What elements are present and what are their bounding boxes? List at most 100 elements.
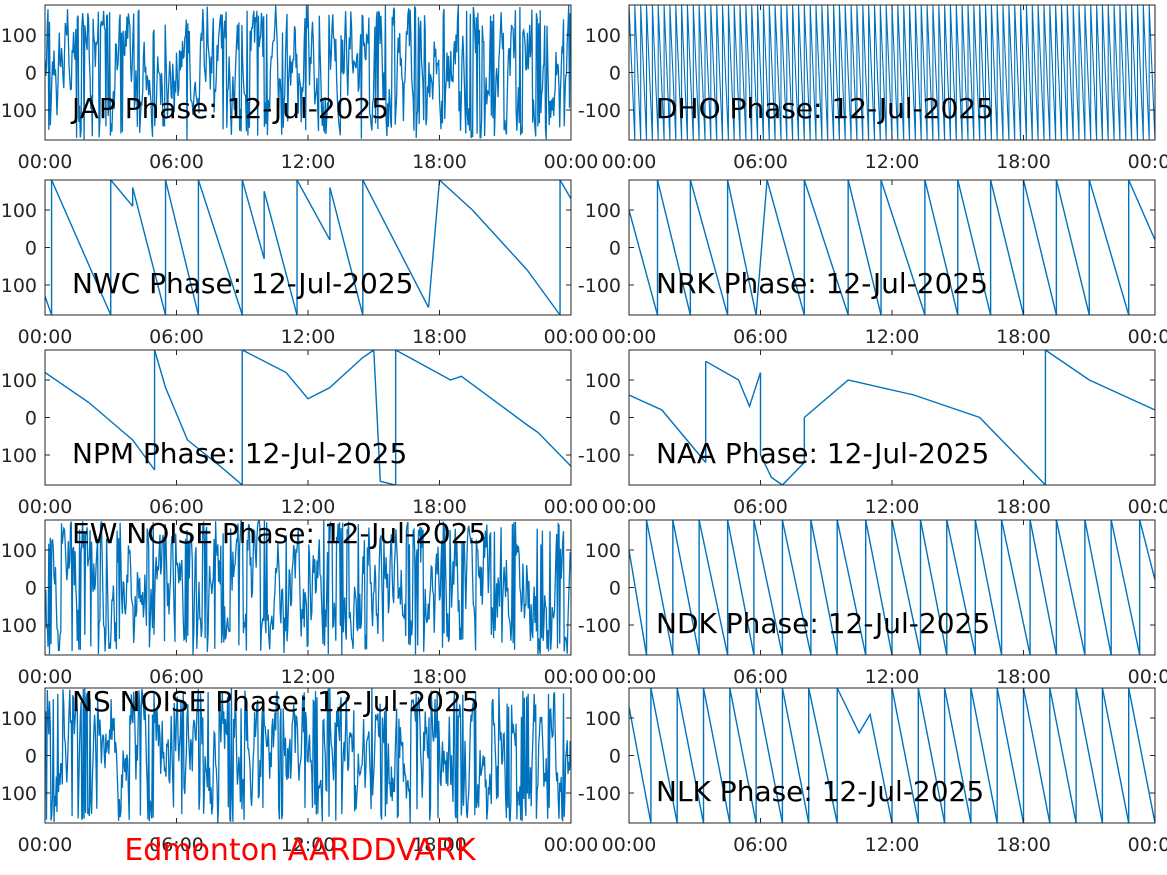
phase-segment — [1101, 688, 1130, 823]
phase-segment — [110, 180, 134, 207]
x-tick-label: 00:00 — [544, 496, 599, 518]
phase-segment — [1000, 520, 1031, 655]
x-tick-label: 00:00 — [18, 666, 73, 688]
y-tick-label: 0 — [25, 578, 37, 600]
x-tick-label: 00:00 — [1128, 496, 1167, 518]
phase-panel-4: -100 0 100 00:00 06:00 12:00 18:00 00:00 NRK Pha… — [578, 179, 1167, 348]
phase-panel-1: -100 0 100 00:00 06:00 12:00 18:00 00:00 JAP Pha… — [0, 4, 598, 173]
y-tick-label: 100 — [585, 200, 621, 222]
x-tick-label: 06:00 — [733, 151, 788, 173]
phase-segment — [629, 706, 652, 823]
x-tick-label: 00:00 — [544, 326, 599, 348]
phase-segment — [629, 549, 648, 655]
phase-segment — [362, 180, 430, 308]
x-tick-label: 12:00 — [865, 496, 920, 518]
x-tick-label: 00:00 — [544, 834, 599, 856]
phase-segment — [1045, 350, 1155, 411]
phase-segment — [45, 296, 53, 315]
phase-segment — [698, 520, 729, 655]
y-tick-label: -100 — [578, 615, 621, 637]
phase-segment — [241, 350, 375, 400]
phase-segment — [766, 180, 805, 315]
phase-segment — [471, 209, 528, 271]
x-tick-label: 06:00 — [733, 834, 788, 856]
phase-segment — [689, 180, 729, 315]
phase-segment — [1029, 520, 1058, 655]
phase-trace-group — [45, 688, 571, 823]
x-tick-label: 06:00 — [149, 151, 204, 173]
panel-title: NDK Phase: 12-Jul-2025 — [656, 607, 990, 640]
phase-segment — [1084, 520, 1112, 655]
x-tick-label: 12:00 — [281, 496, 336, 518]
phase-trace — [45, 688, 571, 823]
x-tick-label: 00:00 — [18, 326, 73, 348]
y-tick-label: -100 — [0, 615, 37, 637]
phase-segment — [395, 350, 571, 467]
phase-segment — [1128, 180, 1155, 241]
phase-segment — [836, 520, 867, 655]
phase-segment — [241, 180, 265, 259]
phase-segment — [880, 180, 926, 315]
phase-segment — [329, 187, 364, 315]
y-tick-label: 100 — [1, 25, 37, 47]
x-tick-label: 00:00 — [602, 151, 657, 173]
panel-title: NLK Phase: 12-Jul-2025 — [656, 775, 984, 808]
phase-segment — [153, 350, 243, 485]
phase-segment — [808, 688, 838, 823]
x-tick-label: 12:00 — [865, 151, 920, 173]
phase-segment — [759, 454, 805, 485]
x-tick-label: 00:00 — [602, 834, 657, 856]
phase-segment — [197, 180, 243, 315]
phase-segment — [974, 520, 1003, 655]
phase-segment — [803, 180, 849, 315]
phase-segment — [726, 520, 755, 655]
phase-segment — [676, 688, 705, 823]
x-tick-label: 18:00 — [412, 834, 467, 856]
y-tick-label: 0 — [609, 408, 621, 430]
y-tick-label: -100 — [578, 100, 621, 122]
phase-panel-9: -100 0 100 00:00 06:00 12:00 18:00 00:00 NS NOIS… — [0, 685, 598, 856]
y-tick-label: 0 — [609, 63, 621, 85]
phase-wrap — [427, 180, 441, 308]
phase-segment — [45, 371, 156, 471]
phase-panel-10: -100 0 100 00:00 06:00 12:00 18:00 00:00 NLK Pha… — [578, 687, 1167, 856]
phase-segment — [263, 191, 298, 315]
x-tick-label: 12:00 — [865, 666, 920, 688]
phase-segment — [526, 269, 561, 315]
phase-segment — [924, 180, 959, 315]
phase-segment — [865, 520, 893, 655]
phase-segment — [705, 360, 762, 409]
phase-segment — [1022, 688, 1051, 823]
phase-segment — [957, 180, 992, 315]
y-tick-label: 100 — [585, 708, 621, 730]
x-tick-label: 18:00 — [412, 666, 467, 688]
phase-segment — [629, 394, 707, 463]
panel-title: NAA Phase: 12-Jul-2025 — [656, 437, 989, 470]
phase-panel-2: -100 0 100 00:00 06:00 12:00 18:00 00:00 DHO Pha… — [578, 4, 1167, 173]
phase-segment — [891, 520, 922, 655]
x-tick-label: 12:00 — [865, 834, 920, 856]
phase-trace-group — [45, 520, 571, 655]
phase-segment — [439, 180, 473, 211]
phase-segment — [1139, 520, 1155, 581]
x-tick-label: 00:00 — [18, 151, 73, 173]
panel-title: NRK Phase: 12-Jul-2025 — [656, 267, 988, 300]
y-tick-label: -100 — [0, 445, 37, 467]
x-tick-label: 06:00 — [733, 666, 788, 688]
y-tick-label: 100 — [1, 200, 37, 222]
phase-trace-group — [45, 180, 571, 315]
x-tick-label: 12:00 — [865, 326, 920, 348]
y-tick-label: 0 — [25, 746, 37, 768]
x-tick-label: 12:00 — [281, 326, 336, 348]
x-tick-label: 18:00 — [996, 326, 1051, 348]
phase-segment — [1110, 520, 1141, 655]
phase-wrap — [755, 180, 768, 315]
phase-segment — [970, 688, 998, 823]
phase-trace-group — [45, 350, 571, 485]
phase-panel-7: -100 0 100 00:00 06:00 12:00 18:00 00:00 EW NOIS… — [0, 517, 598, 688]
x-tick-label: 00:00 — [1128, 326, 1167, 348]
y-tick-label: -100 — [578, 783, 621, 805]
phase-segment — [1128, 688, 1155, 823]
phase-segment — [132, 187, 167, 315]
